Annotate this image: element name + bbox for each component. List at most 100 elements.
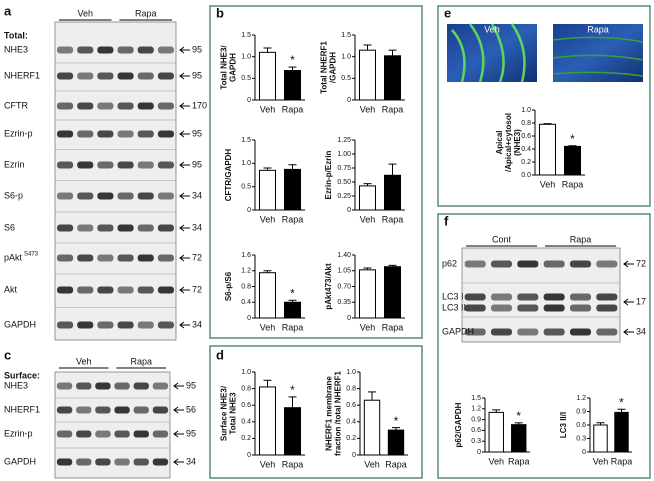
marker-weight: 95 xyxy=(192,44,202,54)
marker-weight: 56 xyxy=(186,404,196,414)
blot-band xyxy=(517,293,539,301)
blot-band xyxy=(137,321,154,329)
x-tick-label: Veh xyxy=(260,459,276,469)
x-tick-label: Rapa xyxy=(382,322,404,332)
bar xyxy=(259,169,276,211)
marker-arrowhead xyxy=(173,458,179,466)
y-axis-label: Surface NHE3/ xyxy=(220,385,229,441)
marker-arrowhead xyxy=(623,260,629,268)
bar xyxy=(359,185,376,211)
image-label: Rapa xyxy=(587,24,609,34)
row-label: pAkt xyxy=(4,252,23,262)
y-tick-label: 1.5 xyxy=(241,137,251,144)
marker-weight: 34 xyxy=(192,190,202,200)
micrograph-stain xyxy=(552,36,644,77)
image-label: Veh xyxy=(484,24,500,34)
x-tick-label: Rapa xyxy=(382,214,404,224)
blot-band xyxy=(157,224,174,232)
blot-band xyxy=(77,46,94,54)
blot-band xyxy=(490,304,513,312)
row-label: S6 xyxy=(4,222,15,232)
bar xyxy=(259,386,276,456)
x-tick-label: Veh xyxy=(593,456,609,466)
blot-band xyxy=(517,328,539,336)
blot-band xyxy=(157,192,174,200)
y-tick-label: 1.0 xyxy=(241,160,251,167)
marker-arrowhead xyxy=(179,72,185,80)
blot-band xyxy=(114,382,130,390)
blot-band xyxy=(137,72,154,80)
marker-arrowhead xyxy=(173,382,179,390)
y-tick-label: 0.0 xyxy=(521,172,531,179)
blot-band xyxy=(137,130,154,138)
x-tick-label: Rapa xyxy=(382,104,404,114)
panel-frame xyxy=(209,5,423,339)
bar xyxy=(359,49,376,101)
blot-band xyxy=(56,382,73,390)
y-tick-label: 0 xyxy=(582,449,586,456)
blot-band xyxy=(76,458,92,466)
blot-header: Surface: xyxy=(4,370,40,380)
y-tick-label: 1.00 xyxy=(337,151,351,158)
blot-band xyxy=(77,254,94,262)
y-tick-label: 1.0 xyxy=(346,369,356,376)
y-tick-label: 1.0 xyxy=(521,107,531,114)
blot-band xyxy=(543,260,565,268)
panel-label: c xyxy=(4,347,11,362)
blot-background xyxy=(54,21,177,341)
panel-label: b xyxy=(216,5,224,20)
bar xyxy=(564,145,581,176)
significance-mark: * xyxy=(394,414,399,428)
y-tick-label: 0.8 xyxy=(346,385,356,392)
group-label: Rapa xyxy=(135,8,157,18)
blot-band xyxy=(596,260,618,268)
y-axis-label: Apical xyxy=(495,130,504,154)
blot-band xyxy=(137,286,154,294)
blot-band xyxy=(56,458,73,466)
blot-band xyxy=(137,224,154,232)
blot-band xyxy=(117,321,134,329)
x-tick-label: Rapa xyxy=(385,459,407,469)
marker-weight: 72 xyxy=(636,258,646,268)
significance-mark: * xyxy=(290,383,295,397)
blot-band xyxy=(569,260,592,268)
blot-band xyxy=(137,161,154,169)
blot-band xyxy=(490,328,513,336)
x-tick-label: Veh xyxy=(260,214,276,224)
blot-band xyxy=(77,224,94,232)
y-axis-label: p62/GAPDH xyxy=(454,402,463,447)
group-label: Cont xyxy=(492,234,512,244)
blot-band xyxy=(77,102,94,110)
blot-band xyxy=(56,430,73,438)
blot-band xyxy=(517,304,539,312)
y-tick-label: 0.75 xyxy=(337,165,351,172)
blot-background xyxy=(461,247,621,343)
blot-band xyxy=(157,72,174,80)
y-tick-label: 0.35 xyxy=(337,299,351,306)
y-tick-label: 0 xyxy=(352,452,356,459)
micrograph xyxy=(447,24,537,82)
y-axis-label: (NHE3) xyxy=(513,129,522,156)
y-tick-label: 0 xyxy=(347,315,351,322)
panel-label: f xyxy=(444,213,449,228)
marker-arrowhead xyxy=(623,298,629,306)
marker-arrowhead xyxy=(179,321,185,329)
blot-band xyxy=(114,458,130,466)
group-label: Rapa xyxy=(570,234,592,244)
row-label: LC3 I xyxy=(442,291,464,301)
y-tick-label: 1.2 xyxy=(471,406,481,413)
bar xyxy=(284,168,301,211)
blot-band xyxy=(117,130,134,138)
blot-band xyxy=(57,72,74,80)
x-tick-label: Veh xyxy=(364,459,380,469)
row-label: Ezrin-p xyxy=(4,128,33,138)
y-tick-label: 0 xyxy=(247,207,251,214)
y-tick-label: 0.8 xyxy=(521,120,531,127)
marker-arrowhead xyxy=(173,430,179,438)
row-label: CFTR xyxy=(4,100,28,110)
row-label: GAPDH xyxy=(4,456,36,466)
y-axis-label: LC3 II/I xyxy=(559,412,568,438)
blot-band xyxy=(464,260,486,268)
marker-arrowhead xyxy=(179,286,185,294)
blot-band xyxy=(157,102,174,110)
